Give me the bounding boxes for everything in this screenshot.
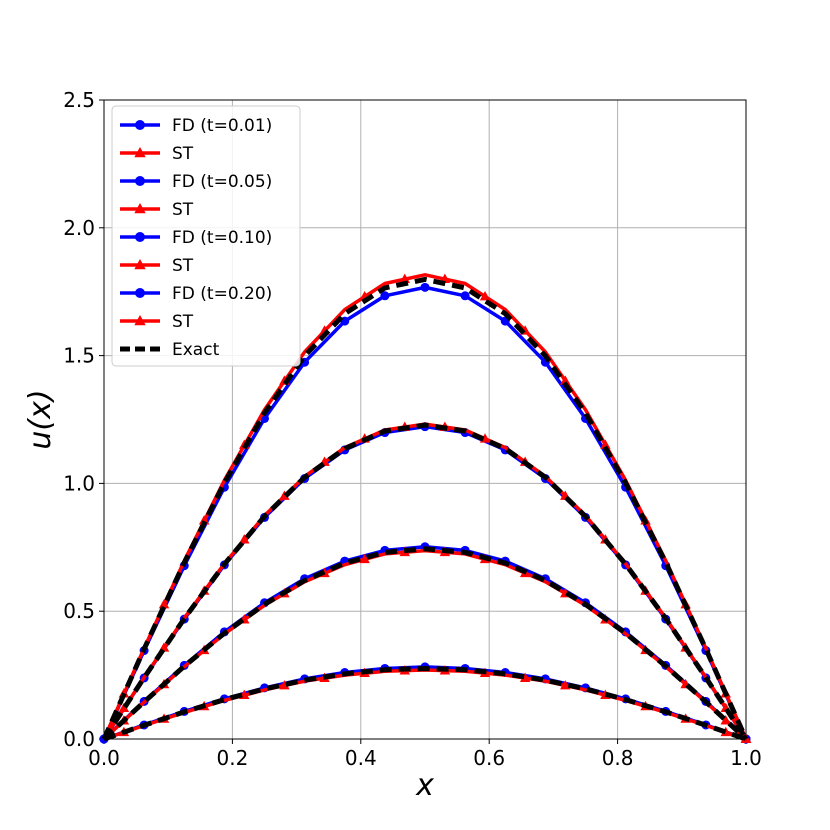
plot-frame	[103, 99, 747, 740]
st-line	[102, 548, 748, 741]
fd-point	[420, 282, 430, 292]
legend-entry: ST	[120, 144, 194, 164]
legend-swatch-marker	[134, 259, 146, 270]
st-point	[519, 672, 531, 683]
legend-entry: FD (t=0.20)	[120, 284, 272, 304]
st-point	[600, 439, 611, 449]
legend-label: ST	[172, 312, 194, 332]
series-exact-10	[102, 546, 748, 741]
plot-area	[99, 273, 752, 744]
legend-label: FD (t=0.05)	[172, 172, 272, 192]
series-exact-9	[101, 422, 749, 741]
st-point	[560, 680, 571, 690]
st-point	[359, 553, 370, 564]
legend-entry: ST	[120, 200, 194, 220]
fd-point	[380, 291, 390, 301]
legend-entry: Exact	[120, 340, 220, 360]
y-tick-label: 1.0	[63, 471, 95, 495]
legend-swatch-marker	[134, 203, 146, 214]
y-tick-label: 2.0	[63, 216, 95, 240]
legend-entry: FD (t=0.10)	[120, 228, 272, 248]
st-point	[720, 715, 732, 725]
legend-swatch-marker	[135, 176, 145, 186]
legend-entry: FD (t=0.01)	[120, 116, 272, 136]
legend-label: FD (t=0.20)	[172, 284, 272, 304]
legend-swatch-marker	[135, 232, 145, 242]
fd-line	[102, 424, 748, 740]
axis-ticks: 0.0 0.2 0.4 0.6 0.8 1.0 0.0 0.5 1.0 1.5 2.0 2.5	[63, 88, 762, 770]
legend-entry: ST	[120, 256, 194, 276]
legend-entry: FD (t=0.05)	[120, 172, 272, 192]
y-axis-label: u(x)	[23, 389, 58, 449]
x-axis-label: x	[415, 768, 434, 803]
st-point	[279, 680, 290, 690]
series-st-5	[102, 546, 752, 743]
series-fd-2	[99, 422, 751, 744]
st-point	[279, 490, 290, 500]
fd-line	[103, 665, 747, 741]
y-tick-label: 0.5	[63, 599, 95, 623]
x-tick-label: 1.0	[730, 746, 762, 770]
st-point	[239, 534, 250, 544]
x-tick-label: 0.8	[602, 746, 634, 770]
exact-line	[102, 546, 748, 741]
legend-swatch-marker	[135, 120, 145, 130]
legend-entry: ST	[120, 312, 194, 332]
series-exact-8	[101, 276, 749, 741]
st-line	[102, 422, 748, 740]
series-st-7	[103, 665, 752, 743]
legend-label: ST	[172, 256, 194, 276]
st-point	[560, 375, 571, 385]
exact-line	[103, 666, 747, 742]
x-tick-label: 0.2	[216, 746, 248, 770]
x-tick-label: 0.0	[88, 746, 120, 770]
x-tick-label: 0.6	[473, 746, 505, 770]
legend-label: FD (t=0.10)	[172, 228, 272, 248]
legend-swatch-marker	[135, 288, 145, 298]
legend-swatch-marker	[134, 315, 146, 326]
legend-swatch-marker	[134, 147, 146, 158]
st-point	[118, 702, 130, 713]
series-exact-11	[103, 666, 747, 742]
series-st-3	[102, 421, 752, 743]
y-tick-label: 2.5	[63, 88, 95, 112]
y-tick-label: 0.0	[63, 727, 95, 751]
legend-label: ST	[172, 200, 194, 220]
legend-label: Exact	[172, 340, 220, 360]
exact-line	[101, 422, 749, 741]
legend-box	[111, 105, 301, 367]
legend: FD (t=0.01) ST FD (t=0.05) ST FD (t=0.10) ST F…	[111, 105, 301, 367]
st-point	[479, 291, 491, 301]
series-fd-4	[99, 542, 751, 744]
series-fd-6	[99, 662, 751, 744]
legend-label: FD (t=0.01)	[172, 116, 272, 136]
exact-line	[101, 276, 749, 741]
y-tick-label: 1.5	[63, 344, 95, 368]
legend-label: ST	[172, 144, 194, 164]
x-tick-label: 0.4	[345, 746, 377, 770]
fd-point	[460, 291, 470, 301]
st-point	[198, 515, 210, 525]
